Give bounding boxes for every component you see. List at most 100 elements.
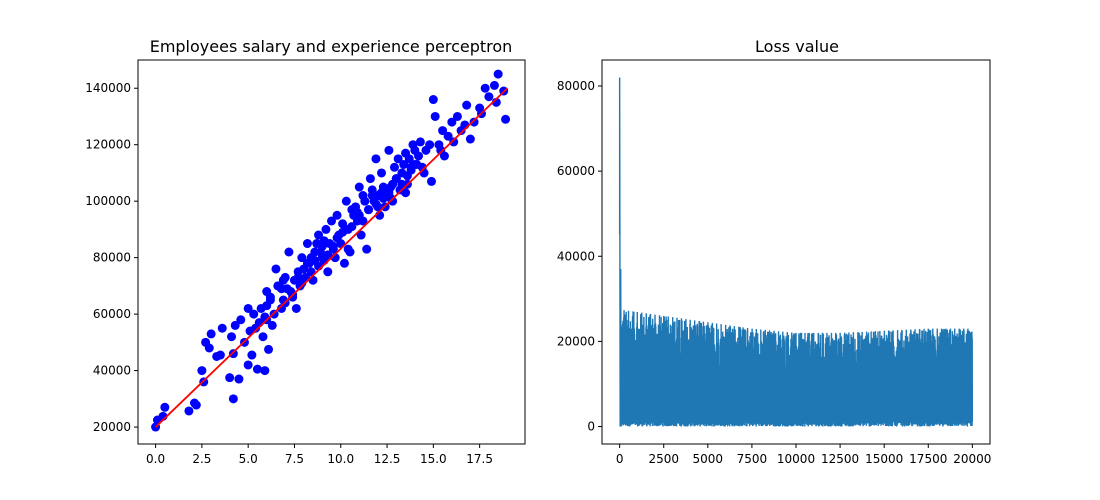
scatter-point xyxy=(338,219,348,229)
scatter-point xyxy=(362,244,372,254)
scatter-point xyxy=(321,224,331,234)
scatter-point xyxy=(258,332,268,342)
loss-y-axis: 0 20000 40000 60000 80000 xyxy=(557,79,602,434)
scatter-point xyxy=(297,253,307,263)
scatter-point xyxy=(425,140,435,150)
scatter-point xyxy=(267,320,277,330)
scatter-point xyxy=(401,188,411,198)
scatter-point xyxy=(341,196,351,206)
scatter-point xyxy=(277,284,287,294)
scatter-point xyxy=(399,159,409,169)
scatter-point xyxy=(430,111,440,121)
loss-x-tick-label: 0 xyxy=(616,452,624,466)
scatter-y-tick-label: 80000 xyxy=(93,251,131,265)
scatter-point xyxy=(501,114,511,124)
scatter-x-tick-label: 5.0 xyxy=(239,452,258,466)
scatter-point xyxy=(389,162,399,172)
scatter-point xyxy=(328,244,338,254)
scatter-x-tick-label: 17.5 xyxy=(466,452,493,466)
scatter-point xyxy=(354,182,364,192)
scatter-point xyxy=(308,275,318,285)
scatter-point xyxy=(297,278,307,288)
scatter-point xyxy=(415,137,425,147)
scatter-point xyxy=(462,100,472,110)
scatter-point xyxy=(447,117,457,127)
scatter-point xyxy=(365,174,375,184)
scatter-point xyxy=(314,230,324,240)
loss-chart-title: Loss value xyxy=(755,37,839,56)
scatter-point xyxy=(376,168,386,178)
loss-x-tick-label: 15000 xyxy=(865,452,903,466)
scatter-point xyxy=(465,134,475,144)
scatter-y-tick-label: 120000 xyxy=(85,138,131,152)
scatter-point xyxy=(206,329,216,339)
loss-x-tick-label: 17500 xyxy=(909,452,947,466)
scatter-point xyxy=(367,191,377,201)
scatter-point xyxy=(410,159,420,169)
scatter-point xyxy=(414,151,424,161)
scatter-point xyxy=(217,323,227,333)
scatter-y-tick-label: 20000 xyxy=(93,420,131,434)
scatter-point xyxy=(160,402,170,412)
scatter-point xyxy=(249,309,259,319)
scatter-point xyxy=(215,350,225,360)
scatter-point xyxy=(347,222,357,232)
scatter-point xyxy=(439,151,449,161)
scatter-point xyxy=(236,315,246,325)
scatter-y-tick-label: 60000 xyxy=(93,307,131,321)
loss-y-tick-label: 0 xyxy=(587,420,595,434)
scatter-point xyxy=(228,349,238,359)
scatter-point xyxy=(371,199,381,209)
loss-y-tick-label: 80000 xyxy=(557,79,595,93)
scatter-point xyxy=(384,145,394,155)
scatter-point xyxy=(402,171,412,181)
scatter-point xyxy=(469,117,479,127)
scatter-point xyxy=(302,239,312,249)
scatter-point xyxy=(452,111,462,121)
scatter-point xyxy=(243,360,253,370)
scatter-point xyxy=(338,227,348,237)
scatter-point xyxy=(264,344,274,354)
scatter-x-axis: 0.0 2.5 5.0 7.5 10.0 12.5 15.0 17.5 xyxy=(146,444,493,466)
scatter-point xyxy=(225,373,235,383)
loss-x-tick-label: 12500 xyxy=(821,452,859,466)
scatter-point xyxy=(404,154,414,164)
scatter-point xyxy=(204,343,214,353)
scatter-point xyxy=(443,131,453,141)
scatter-point xyxy=(332,210,342,220)
scatter-point xyxy=(339,258,349,268)
fit-line xyxy=(154,87,509,428)
scatter-point xyxy=(197,366,207,376)
scatter-point xyxy=(388,179,398,189)
scatter-y-axis: 20000 40000 60000 80000 100000 120000 140000 xyxy=(85,81,138,434)
scatter-point xyxy=(265,295,275,305)
scatter-point xyxy=(247,350,257,360)
scatter-x-tick-label: 7.5 xyxy=(285,452,304,466)
scatter-y-tick-label: 140000 xyxy=(85,81,131,95)
scatter-point xyxy=(284,247,294,257)
scatter-axes-frame xyxy=(137,59,526,445)
loss-x-tick-label: 10000 xyxy=(777,452,815,466)
scatter-x-tick-label: 15.0 xyxy=(420,452,447,466)
loss-x-tick-label: 2500 xyxy=(648,452,679,466)
scatter-point xyxy=(364,205,374,215)
scatter-point xyxy=(343,244,353,254)
scatter-x-tick-label: 10.0 xyxy=(327,452,354,466)
scatter-point xyxy=(360,196,370,206)
scatter-y-tick-label: 100000 xyxy=(85,194,131,208)
loss-plot-area xyxy=(618,77,974,427)
scatter-x-tick-label: 0.0 xyxy=(146,452,165,466)
scatter-point xyxy=(302,258,312,268)
scatter-point xyxy=(291,303,301,313)
loss-y-tick-label: 20000 xyxy=(557,334,595,348)
scatter-x-tick-label: 12.5 xyxy=(374,452,401,466)
scatter-point xyxy=(230,320,240,330)
loss-line xyxy=(618,77,974,427)
scatter-point xyxy=(489,80,499,90)
scatter-x-tick-label: 2.5 xyxy=(192,452,211,466)
loss-x-tick-label: 20000 xyxy=(953,452,991,466)
scatter-point xyxy=(484,92,494,102)
loss-y-tick-label: 60000 xyxy=(557,164,595,178)
